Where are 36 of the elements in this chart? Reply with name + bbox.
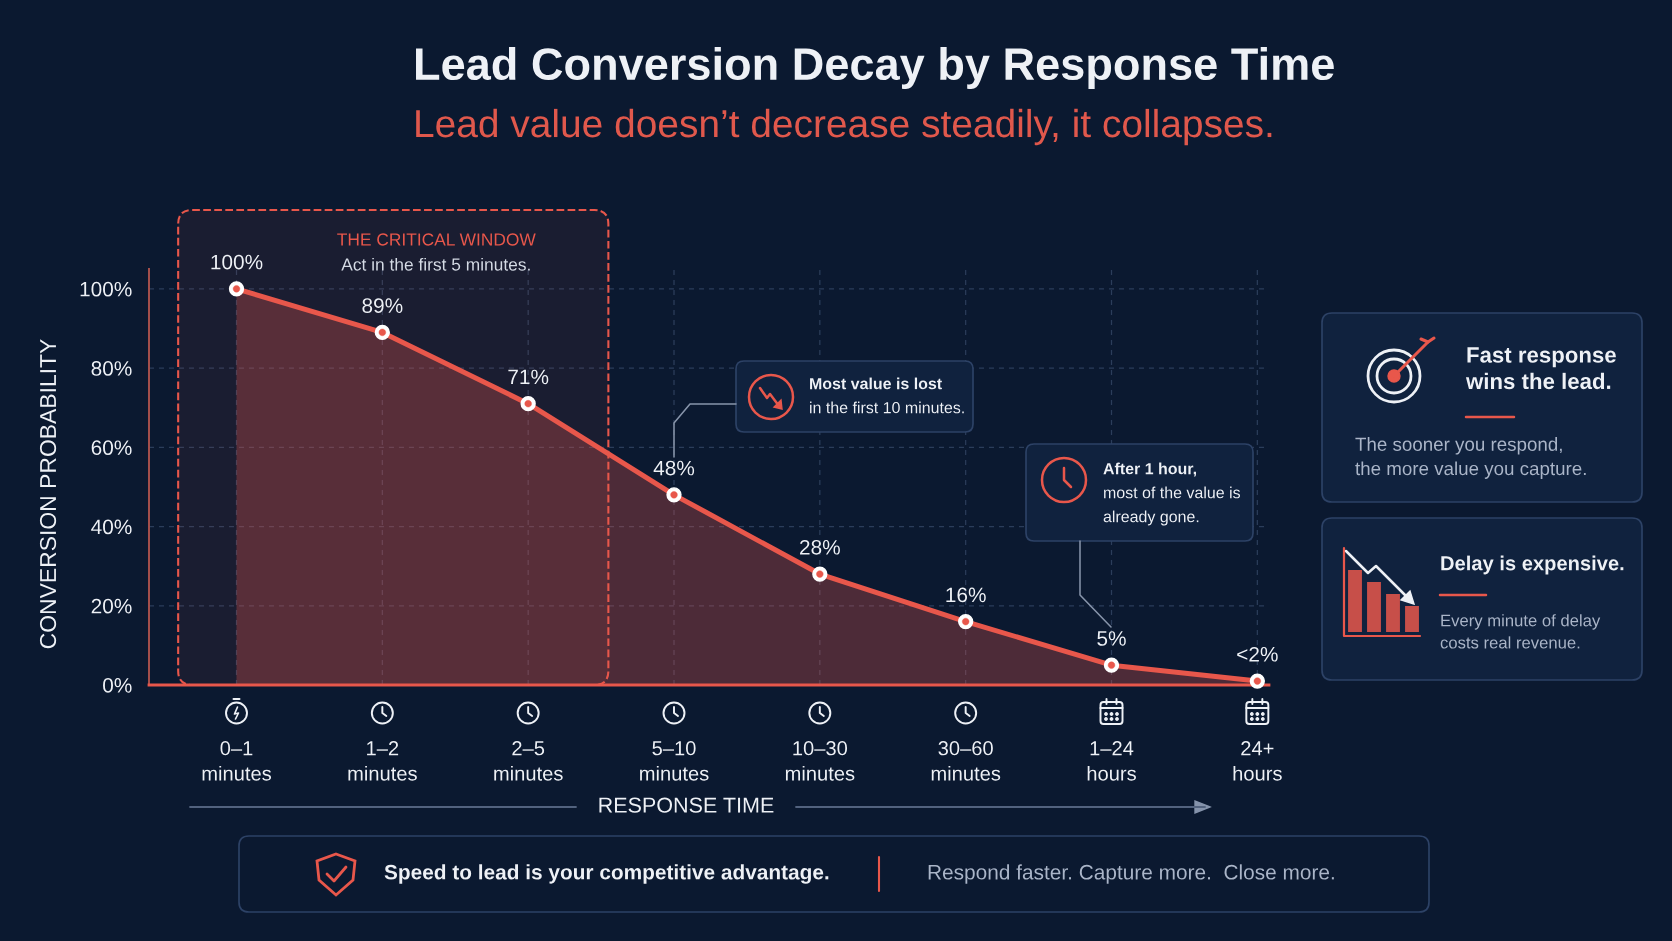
data-label: 5% — [1097, 631, 1126, 646]
text: Speed to lead is your competitive advantage. — [384, 864, 829, 884]
x-tick-label: 2–5 minutes — [494, 741, 563, 781]
x-tick-label: 1–2 minutes — [348, 741, 417, 781]
x-tick-label: 30–60 minutes — [931, 741, 1001, 781]
data-label: <2% — [1237, 646, 1278, 662]
y-axis-title: CONVERSION PROBABILITY — [39, 339, 57, 649]
data-label: 89% — [362, 298, 403, 313]
band-label: THE CRITICAL WINDOW — [337, 233, 536, 246]
text: Fast response wins the lead. — [1465, 347, 1616, 390]
y-tick-label: 100% — [80, 281, 132, 297]
x-tick-label: 10–30 minutes — [785, 741, 855, 781]
y-tick-label: 80% — [91, 361, 132, 376]
annotation: After 1 hour, most of the value is already gone. — [1103, 462, 1241, 526]
data-label: 48% — [653, 460, 695, 476]
x-tick-label: 5–10 minutes — [640, 741, 709, 781]
data-label: 28% — [800, 539, 840, 555]
x-axis-title: RESPONSE TIME — [599, 797, 774, 813]
data-label: 100% — [211, 254, 263, 270]
text: Respond faster. Capture more. Close more. — [928, 864, 1334, 884]
annotation: Act in the first 5 minutes. — [341, 257, 530, 271]
y-tick-label: 20% — [91, 598, 132, 614]
x-tick-label: 24+ hours — [1233, 741, 1282, 781]
chart-title: Lead Conversion Decay by Response Time — [416, 46, 1334, 90]
x-tick-label: 1–24 hours — [1087, 741, 1136, 781]
data-label: 71% — [508, 369, 549, 385]
y-tick-label: 60% — [91, 440, 132, 456]
y-tick-label: 0% — [103, 678, 132, 693]
x-tick-label: 0–1 minutes — [202, 741, 272, 781]
annotation: Most value is lost in the first 10 minutes. — [810, 377, 964, 414]
text: The sooner you respond, the more value you capture. — [1355, 437, 1586, 479]
text: Every minute of delay costs real revenue. — [1440, 614, 1601, 649]
y-tick-label: 40% — [91, 519, 132, 535]
text: Delay is expensive. — [1441, 555, 1624, 575]
chart-subtitle: Lead value doesn’t decrease steadily, it collapses. — [416, 108, 1272, 146]
data-label: 16% — [946, 587, 986, 603]
